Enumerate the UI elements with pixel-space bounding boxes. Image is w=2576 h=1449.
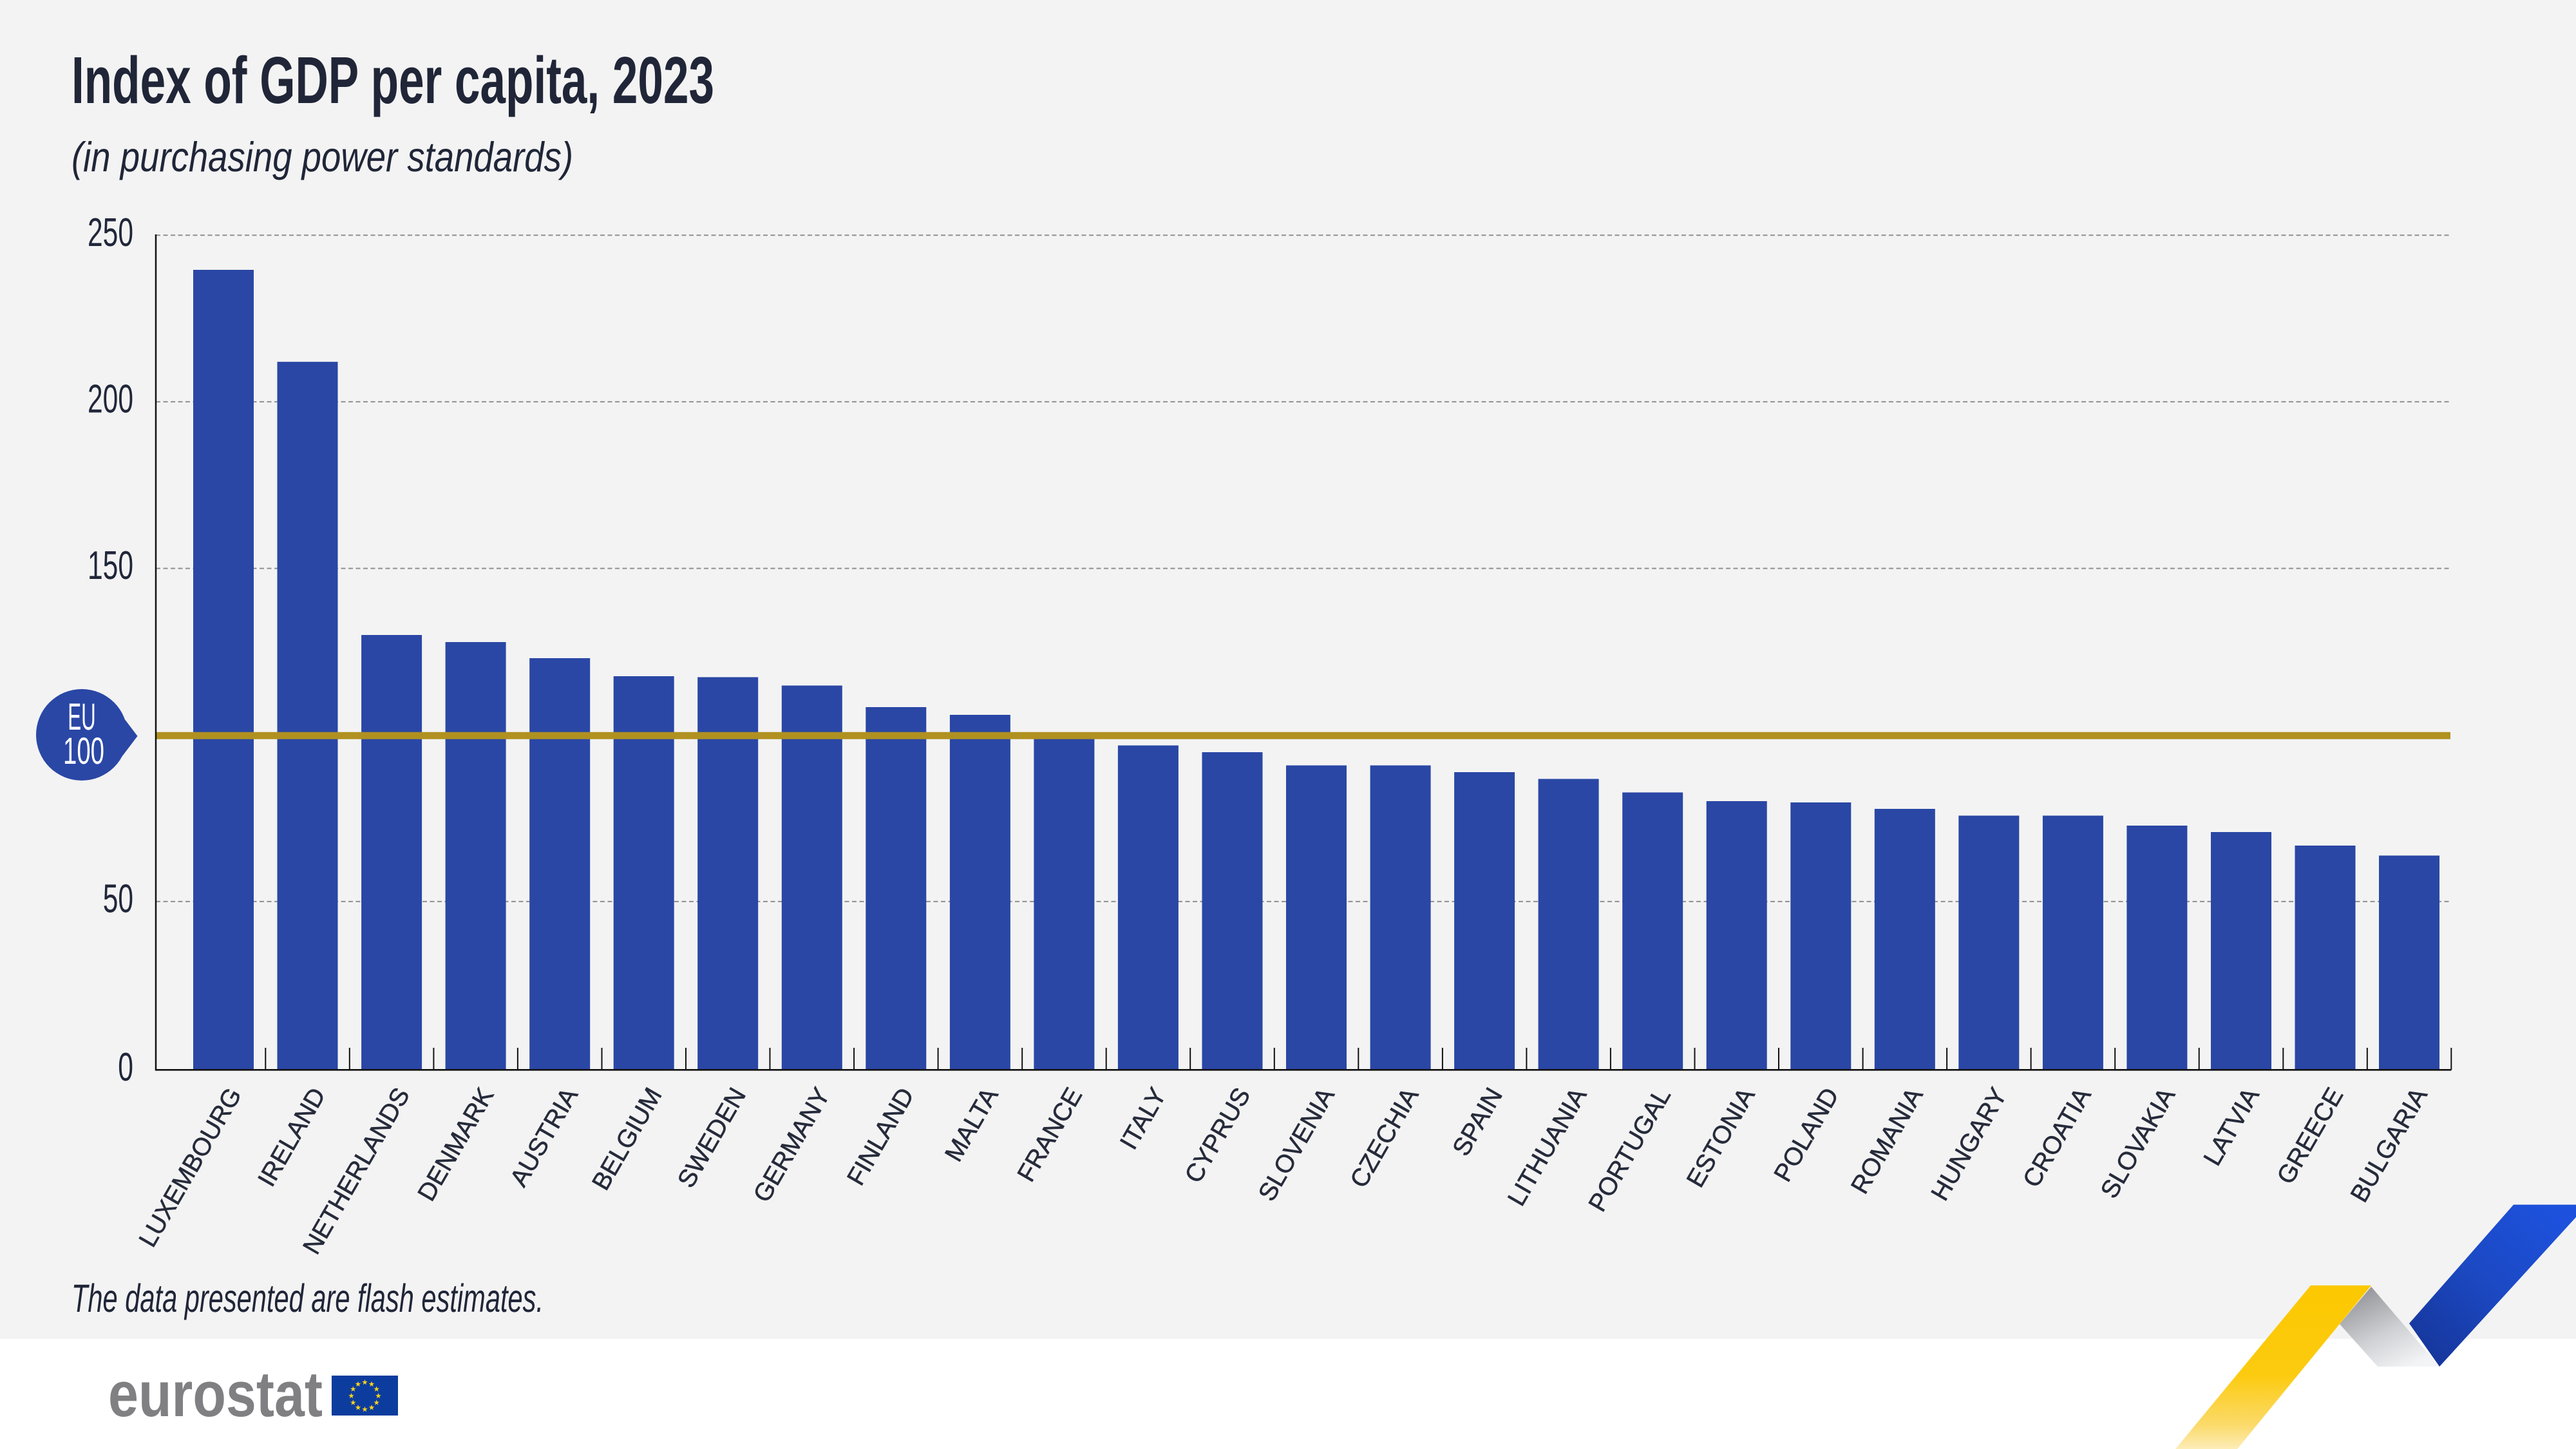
svg-text:eurostat: eurostat: [108, 1358, 323, 1430]
svg-text:200: 200: [88, 377, 133, 422]
svg-text:Index of GDP per capita, 2023: Index of GDP per capita, 2023: [71, 43, 714, 117]
svg-text:EU: EU: [68, 696, 96, 738]
svg-text:(in purchasing power standards: (in purchasing power standards): [71, 133, 573, 180]
svg-text:The data presented are flash e: The data presented are flash estimates.: [71, 1276, 544, 1320]
svg-text:50: 50: [103, 877, 133, 922]
svg-text:150: 150: [88, 544, 133, 588]
svg-text:0: 0: [118, 1045, 133, 1090]
svg-text:100: 100: [63, 730, 104, 772]
svg-text:250: 250: [88, 211, 133, 255]
